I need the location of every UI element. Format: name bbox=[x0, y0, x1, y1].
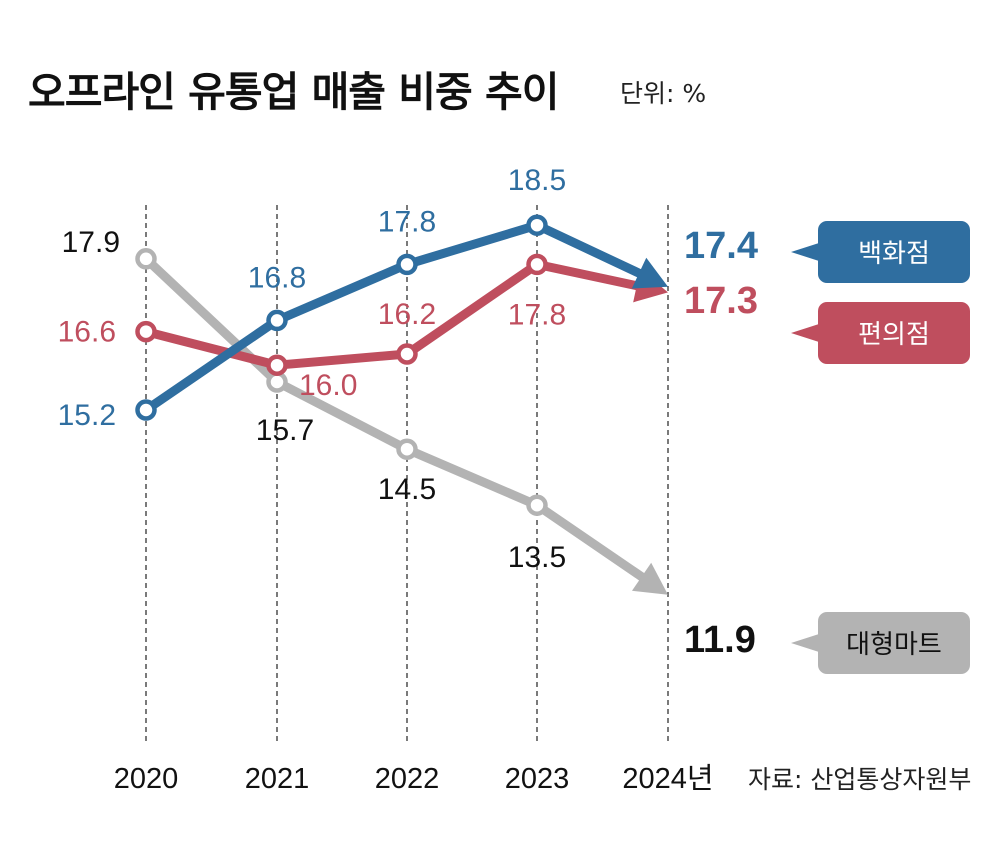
series-1-value-label: 16.0 bbox=[299, 369, 357, 402]
series-0-last-segment bbox=[532, 220, 646, 279]
series-0-point bbox=[266, 309, 288, 332]
x-tick-label: 2021 bbox=[245, 763, 310, 795]
chart-title: 오프라인 유통업 매출 비중 추이 bbox=[28, 68, 559, 116]
unit-label: 단위: % bbox=[620, 79, 707, 108]
series-2-point bbox=[266, 371, 288, 393]
x-tick-label: 2024년 bbox=[622, 763, 713, 795]
labels: 2020 2021 2022 2023 2024년 17.9 15.7 14.5 13.5 11.… bbox=[58, 164, 970, 795]
badge-box bbox=[818, 221, 970, 283]
series-1-point bbox=[396, 343, 418, 365]
badge-box bbox=[818, 302, 970, 364]
badge-pointer bbox=[791, 243, 819, 261]
series-1-point bbox=[135, 320, 157, 343]
series-0-value-label: 15.2 bbox=[58, 399, 116, 432]
badge-label: 대형마트 bbox=[846, 630, 942, 660]
series-2-point bbox=[396, 438, 418, 460]
source-note: 자료: 산업통상자원부 bbox=[748, 765, 972, 794]
series-2-value-label: 15.7 bbox=[256, 414, 314, 447]
series-1-value-label: 16.2 bbox=[378, 298, 436, 331]
badge-box bbox=[818, 612, 970, 674]
series-1-value-label: 16.6 bbox=[58, 316, 116, 349]
series-0-final-value: 17.4 bbox=[684, 225, 758, 267]
series-2-value-label: 14.5 bbox=[378, 473, 436, 506]
series-0-value-label: 18.5 bbox=[508, 164, 566, 197]
badge-pointer bbox=[791, 634, 819, 652]
series-0-line bbox=[141, 220, 542, 415]
series-2-last-segment bbox=[532, 500, 648, 583]
badge-pointer bbox=[791, 324, 819, 342]
badge-label: 백화점 bbox=[858, 239, 930, 269]
series-0-value-label: 17.8 bbox=[378, 205, 436, 238]
series-0-value-label: 16.8 bbox=[248, 261, 306, 294]
series-1-legend-badge: 편의점 bbox=[791, 302, 970, 364]
series-1-last-segment bbox=[532, 259, 644, 291]
x-tick-label: 2020 bbox=[114, 763, 179, 795]
series-0-point bbox=[396, 253, 418, 276]
series-1-value-label: 17.8 bbox=[508, 298, 566, 331]
series-2-value-label: 17.9 bbox=[62, 226, 120, 259]
series-0-point bbox=[135, 399, 157, 421]
series-2-arrowhead bbox=[631, 562, 668, 595]
series-2-final-value: 11.9 bbox=[684, 619, 756, 661]
series-2-point bbox=[526, 494, 548, 516]
series-lines bbox=[135, 214, 668, 595]
series-1-line bbox=[141, 259, 542, 370]
series-1-point bbox=[266, 354, 288, 376]
series-2-line bbox=[141, 254, 542, 510]
series-2-point bbox=[135, 248, 157, 270]
series-0-point bbox=[526, 214, 548, 236]
series-0-legend-badge: 백화점 bbox=[791, 221, 970, 283]
x-tick-label: 2022 bbox=[375, 763, 440, 795]
x-tick-label: 2023 bbox=[505, 763, 570, 795]
series-1-final-value: 17.3 bbox=[684, 280, 758, 322]
badge-label: 편의점 bbox=[858, 320, 930, 350]
series-2-value-label: 13.5 bbox=[508, 541, 566, 574]
series-1-point bbox=[526, 253, 548, 276]
series-0-arrowhead bbox=[631, 257, 668, 289]
series-2-legend-badge: 대형마트 bbox=[791, 612, 970, 674]
